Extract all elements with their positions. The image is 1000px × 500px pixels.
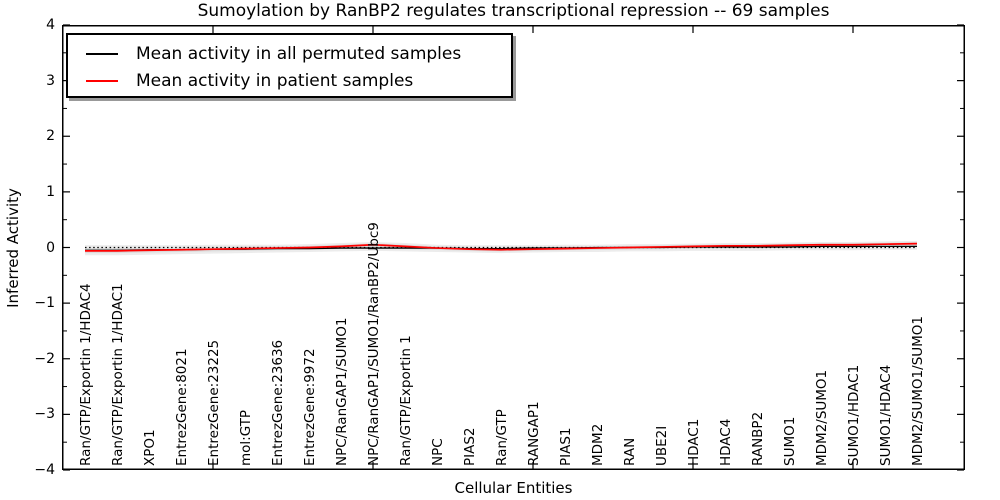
x-tick-label: MDM2/SUMO1 [814, 369, 830, 466]
patient-mean-line [85, 242, 918, 252]
x-tick-label: EntrezGene:9972 [302, 348, 318, 466]
x-tick-label: SUMO1/HDAC1 [846, 364, 862, 466]
x-tick-label: Ran/GTP/Exportin 1/HDAC4 [78, 283, 94, 466]
x-axis-label: Cellular Entities [454, 479, 573, 497]
confidence-band-inner [85, 242, 917, 254]
x-tick-label: Ran/GTP/Exportin 1/HDAC1 [110, 283, 126, 466]
y-tick-label: −2 [34, 350, 55, 367]
x-tick-label: UBE2I [654, 425, 670, 466]
x-tick-label: NPC/RanGAP1/SUMO1 [334, 317, 350, 466]
legend-item-patient: Mean activity in patient samples [86, 68, 511, 94]
x-tick-label: HDAC1 [686, 418, 702, 466]
y-tick-label: −3 [34, 406, 55, 423]
y-tick-label: 4 [46, 17, 55, 33]
x-tick-label: Ran/GTP/Exportin 1 [398, 335, 414, 466]
x-tick-label: mol:GTP [238, 409, 254, 466]
x-tick-label: MDM2 [590, 423, 606, 466]
legend-label-permuted: Mean activity in all permuted samples [136, 44, 462, 64]
x-tick-label: EntrezGene:23225 [206, 339, 222, 466]
axes-frame [62, 25, 965, 470]
y-tick-label: 2 [46, 128, 55, 145]
x-tick-label: RAN [622, 437, 638, 466]
x-tick-label: SUMO1 [782, 416, 798, 466]
x-tick-label: EntrezGene:8021 [174, 348, 190, 466]
x-tick-label: MDM2/SUMO1/SUMO1 [910, 315, 926, 466]
legend-line-permuted [86, 53, 118, 55]
x-tick-label: PIAS1 [558, 427, 574, 466]
x-tick-label: PIAS2 [462, 427, 478, 466]
y-tick-label: 3 [46, 72, 55, 89]
chart-title: Sumoylation by RanBP2 regulates transcri… [197, 1, 830, 21]
legend: Mean activity in all permuted samples Me… [66, 33, 513, 98]
x-tick-label: XPO1 [142, 429, 158, 466]
x-tick-label: EntrezGene:23636 [270, 339, 286, 466]
x-tick-label: RANBP2 [750, 411, 766, 466]
legend-item-permuted: Mean activity in all permuted samples [86, 41, 511, 67]
x-tick-label: NPC [430, 438, 446, 466]
x-tick-label: NPC/RanGAP1/SUMO1/RanBP2/Ubc9 [366, 222, 382, 466]
x-tick-label: Ran/GTP [494, 409, 510, 466]
x-tick-label: RANGAP1 [526, 401, 542, 466]
y-tick-label: −1 [34, 295, 55, 312]
x-tick-label: SUMO1/HDAC4 [878, 364, 894, 466]
x-tick-label: HDAC4 [718, 418, 734, 466]
legend-label-patient: Mean activity in patient samples [136, 71, 414, 91]
y-tick-label: 0 [46, 239, 55, 256]
legend-line-patient [86, 80, 118, 82]
y-tick-label: 1 [46, 183, 55, 200]
y-tick-label: −4 [34, 462, 55, 478]
